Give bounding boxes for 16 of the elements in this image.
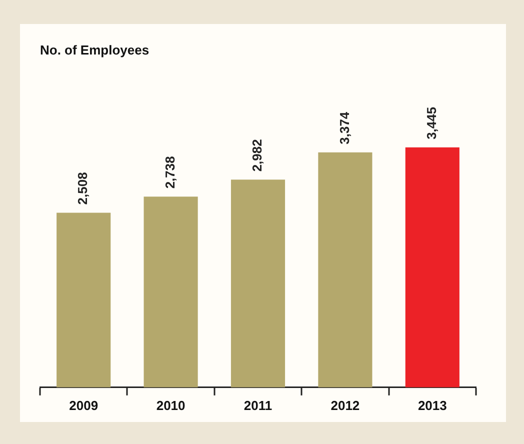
chart-title: No. of Employees	[40, 42, 150, 58]
x-tick-label: 2012	[330, 398, 360, 413]
data-label: 2,508	[75, 172, 90, 205]
x-tick-label: 2011	[244, 398, 272, 413]
x-tick-label: 2013	[418, 398, 447, 413]
bar	[56, 212, 111, 388]
data-label: 3,374	[336, 111, 352, 144]
data-label: 2,982	[250, 139, 265, 172]
bar	[405, 147, 460, 388]
data-label: 3,445	[424, 106, 439, 140]
data-label: 2,738	[162, 156, 178, 189]
x-tick-label: 2009	[69, 398, 98, 413]
bar	[144, 196, 198, 388]
x-tick-label: 2010	[156, 398, 186, 413]
bar	[318, 152, 372, 388]
bar	[230, 180, 286, 388]
